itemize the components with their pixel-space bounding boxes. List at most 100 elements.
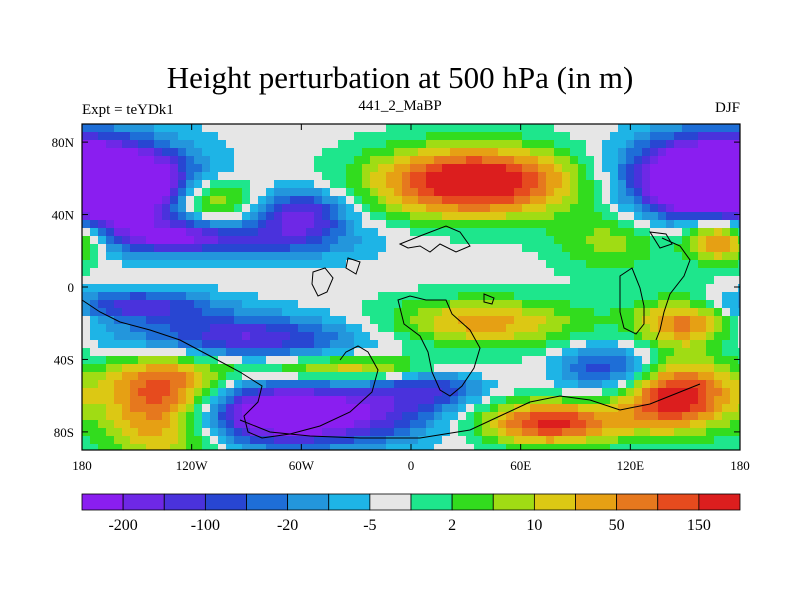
field-cell (562, 244, 570, 252)
field-cell (338, 316, 346, 324)
field-cell (202, 404, 210, 412)
field-cell (458, 284, 466, 292)
field-cell (658, 444, 666, 450)
field-cell (386, 316, 394, 324)
field-cell (578, 140, 586, 148)
field-cell (250, 348, 258, 356)
field-cell (642, 340, 650, 348)
field-cell (194, 420, 202, 428)
field-cell (658, 156, 666, 164)
field-cell (162, 308, 170, 316)
field-cell (546, 268, 554, 276)
field-cell (530, 420, 538, 428)
field-cell (450, 244, 458, 252)
field-cell (386, 276, 394, 284)
field-cell (618, 196, 626, 204)
field-cell (90, 228, 98, 236)
field-cell (314, 340, 322, 348)
field-cell (658, 380, 666, 388)
field-cell (242, 164, 250, 172)
field-cell (586, 436, 594, 444)
field-cell (450, 220, 458, 228)
field-cell (714, 172, 722, 180)
field-cell (618, 428, 626, 436)
field-cell (250, 356, 258, 364)
field-cell (442, 180, 450, 188)
field-cell (570, 284, 578, 292)
field-cell (466, 180, 474, 188)
field-cell (418, 444, 426, 450)
field-cell (442, 164, 450, 172)
field-cell (90, 364, 98, 372)
field-cell (458, 444, 466, 450)
field-cell (114, 228, 122, 236)
y-tick-label: 80N (52, 135, 75, 150)
field-cell (722, 132, 730, 140)
field-cell (274, 396, 282, 404)
field-cell (626, 348, 634, 356)
field-cell (98, 188, 106, 196)
field-cell (354, 412, 362, 420)
field-cell (434, 308, 442, 316)
field-cell (402, 124, 410, 132)
field-cell (674, 244, 682, 252)
field-cell (378, 180, 386, 188)
field-cell (650, 196, 658, 204)
field-cell (330, 364, 338, 372)
field-cell (458, 316, 466, 324)
colorbar-box (451, 493, 494, 511)
field-cell (674, 140, 682, 148)
field-cell (314, 252, 322, 260)
field-cell (170, 308, 178, 316)
field-cell (298, 180, 306, 188)
field-cell (690, 228, 698, 236)
field-cell (202, 300, 210, 308)
field-cell (466, 396, 474, 404)
field-cell (122, 316, 130, 324)
field-cell (410, 188, 418, 196)
field-cell (362, 428, 370, 436)
field-cell (106, 124, 114, 132)
field-cell (274, 380, 282, 388)
field-cell (290, 204, 298, 212)
field-cell (322, 308, 330, 316)
field-cell (506, 204, 514, 212)
field-cell (482, 156, 490, 164)
field-cell (170, 420, 178, 428)
field-cell (434, 268, 442, 276)
field-cell (682, 412, 690, 420)
field-cell (106, 220, 114, 228)
field-cell (514, 332, 522, 340)
field-cell (474, 252, 482, 260)
field-cell (578, 220, 586, 228)
field-cell (82, 436, 90, 444)
field-cell (282, 276, 290, 284)
field-cell (354, 348, 362, 356)
field-cell (114, 268, 122, 276)
field-cell (698, 404, 706, 412)
field-cell (130, 132, 138, 140)
field-cell (178, 396, 186, 404)
field-cell (378, 124, 386, 132)
field-cell (682, 444, 690, 450)
field-cell (378, 324, 386, 332)
field-cell (426, 380, 434, 388)
field-cell (514, 236, 522, 244)
field-cell (410, 412, 418, 420)
field-cell (90, 300, 98, 308)
field-cell (394, 156, 402, 164)
field-cell (498, 244, 506, 252)
field-cell (522, 212, 530, 220)
field-cell (178, 268, 186, 276)
field-cell (378, 396, 386, 404)
field-cell (562, 396, 570, 404)
field-cell (354, 252, 362, 260)
field-cell (322, 444, 330, 450)
field-cell (394, 292, 402, 300)
field-cell (106, 300, 114, 308)
field-cell (530, 180, 538, 188)
field-cell (362, 388, 370, 396)
field-cell (682, 164, 690, 172)
field-cell (642, 348, 650, 356)
field-cell (610, 268, 618, 276)
